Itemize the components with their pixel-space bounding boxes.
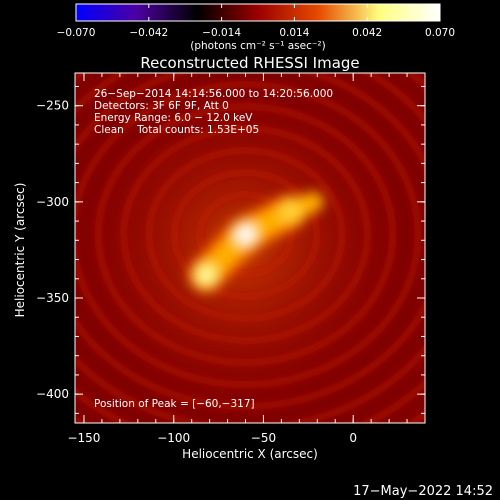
y-tick-label: −250 xyxy=(36,99,69,113)
colorbar-tick-label: −0.042 xyxy=(129,27,168,39)
colorbar-ticks: −0.070 −0.042 −0.014 0.014 0.042 0.070 xyxy=(57,4,455,39)
sidelobe-ring xyxy=(75,81,422,388)
render-timestamp: 17−May−2022 14:52 xyxy=(353,484,493,499)
info-line-detectors: Detectors: 3F 6F 9F, Att 0 xyxy=(94,100,229,112)
colorbar-tick-label: 0.070 xyxy=(425,27,455,39)
info-line-energy-range: Energy Range: 6.0 − 12.0 keV xyxy=(94,112,253,124)
chart-title: Reconstructed RHESSI Image xyxy=(140,54,359,72)
x-tick-label: 0 xyxy=(349,431,357,445)
colorbar-tick-label: 0.042 xyxy=(352,27,382,39)
peak-position-label: Position of Peak = [−60,−317] xyxy=(94,398,255,410)
colorbar-tick-label: 0.014 xyxy=(279,27,309,39)
sidelobe-ring xyxy=(196,191,296,279)
info-line-clean-counts: Clean Total counts: 1.53E+05 xyxy=(94,124,259,136)
source-kernel xyxy=(283,204,298,219)
info-line-time-range: 26−Sep−2014 14:14:56.000 to 14:20:56.000 xyxy=(94,88,333,100)
y-tick-label: −400 xyxy=(36,387,69,401)
sidelobe-ring xyxy=(75,73,425,410)
source-kernel xyxy=(197,266,215,284)
colorbar-unit-label: (photons cm⁻² s⁻¹ asec⁻²) xyxy=(190,40,325,52)
y-axis-ticks: −250 −300 −350 −400 xyxy=(36,85,425,414)
heatmap-image xyxy=(75,73,425,423)
x-axis-label: Heliocentric X (arcsec) xyxy=(182,447,318,461)
source-kernel xyxy=(236,225,255,244)
sidelobe-ring xyxy=(94,103,397,367)
x-tick-label: −150 xyxy=(67,431,100,445)
y-tick-label: −350 xyxy=(36,291,69,305)
plot-frame xyxy=(74,72,426,424)
colorbar-tick-label: −0.014 xyxy=(202,27,241,39)
colorbar xyxy=(76,4,440,21)
x-tick-label: −50 xyxy=(251,431,276,445)
x-axis-ticks: −150 −100 −50 0 xyxy=(67,73,426,445)
y-axis-label: Heliocentric Y (arcsec) xyxy=(13,183,27,318)
x-tick-label: −100 xyxy=(157,431,190,445)
sidelobe-ring xyxy=(145,147,346,323)
sidelobe-ring xyxy=(170,169,321,301)
y-tick-label: −300 xyxy=(36,195,69,209)
colorbar-tick-label: −0.070 xyxy=(57,27,96,39)
sidelobe-ring xyxy=(120,125,371,345)
colorbar-frame xyxy=(75,3,441,22)
